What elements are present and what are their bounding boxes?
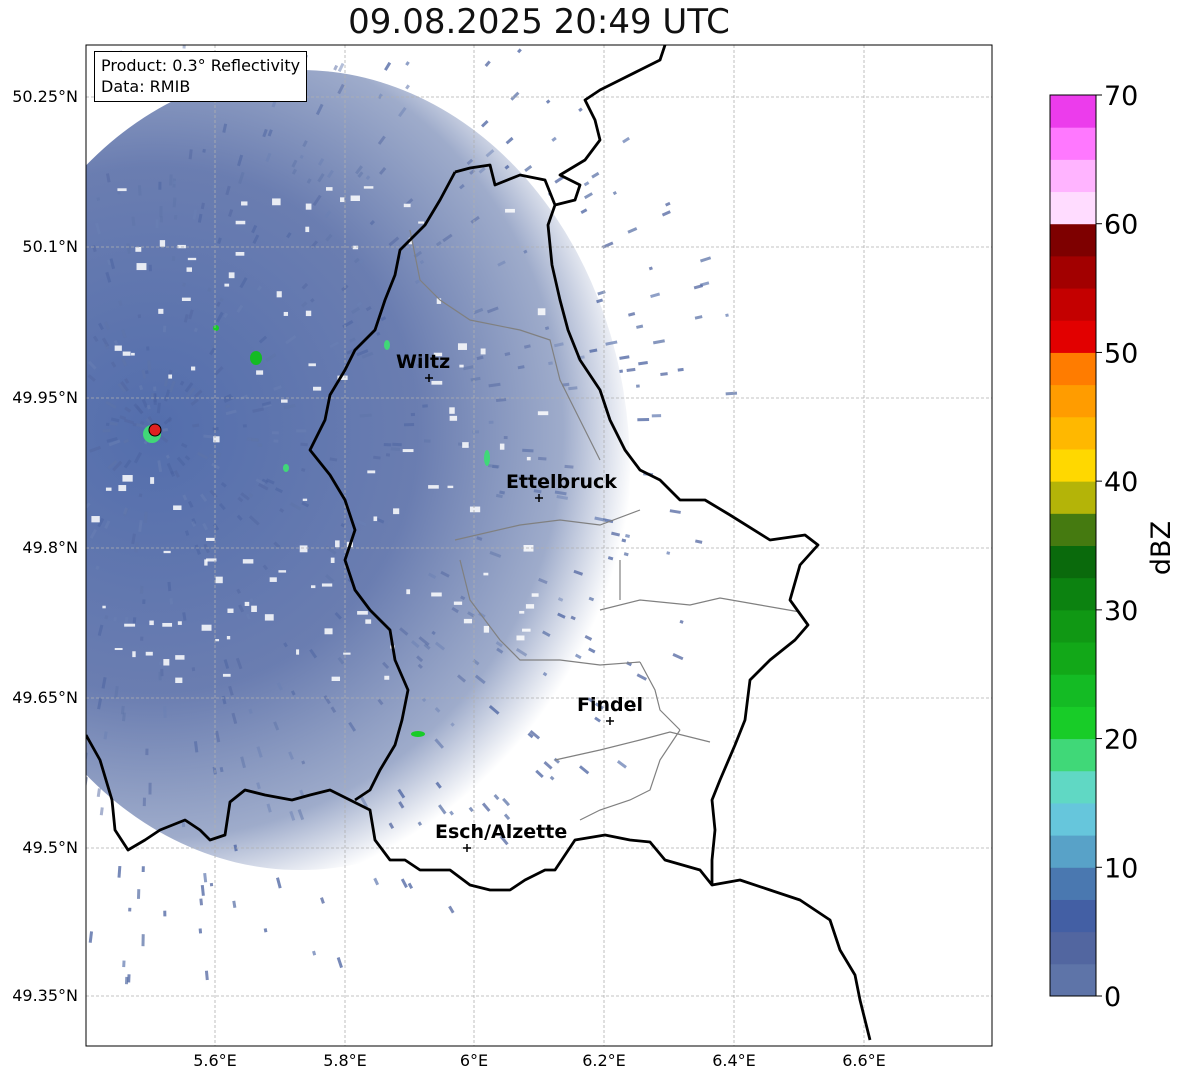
border-belgium-west — [308, 171, 457, 802]
lat-tick: 49.95°N — [12, 388, 78, 407]
lon-tick: 5.8°E — [323, 1051, 367, 1070]
colorbar-swatch — [1050, 706, 1096, 740]
lat-tick: 49.5°N — [22, 838, 78, 857]
city-marker-esch-alzette: Esch/Alzette — [435, 821, 567, 852]
colorbar-swatch — [1050, 545, 1096, 579]
city-markers: Wiltz Ettelbruck Findel Esch/Alzette — [396, 351, 643, 852]
colorbar-swatch — [1050, 255, 1096, 289]
colorbar-swatches — [1050, 95, 1096, 997]
lat-tick: 49.65°N — [12, 688, 78, 707]
colorbar-swatch — [1050, 191, 1096, 225]
colorbar-tick-label: 70 — [1104, 81, 1138, 112]
colorbar-swatch — [1050, 416, 1096, 450]
product-info-box: Product: 0.3° Reflectivity Data: RMIB — [94, 51, 308, 102]
gridlines — [86, 45, 992, 1046]
colorbar-swatch — [1050, 577, 1096, 611]
radar-echo-field — [86, 45, 738, 985]
lon-tick: 6°E — [460, 1051, 488, 1070]
colorbar-swatch — [1050, 609, 1096, 643]
colorbar-swatch — [1050, 159, 1096, 193]
colorbar-swatch — [1050, 127, 1096, 160]
colorbar-tick-label: 10 — [1104, 853, 1138, 884]
colorbar-swatch — [1050, 481, 1096, 514]
colorbar-swatch — [1050, 802, 1096, 836]
colorbar-swatch — [1050, 448, 1096, 482]
city-label-ettelbruck: Ettelbruck — [506, 471, 617, 493]
radar-site-marker — [148, 423, 162, 437]
data-source-text: Data: RMIB — [101, 77, 191, 96]
colorbar-tick-label: 20 — [1104, 725, 1138, 756]
colorbar-swatch — [1050, 899, 1096, 933]
border-germany-north — [554, 45, 667, 207]
colorbar-tick-label: 60 — [1104, 210, 1138, 241]
colorbar-swatch — [1050, 95, 1096, 128]
colorbar-swatch — [1050, 513, 1096, 546]
lat-tick: 50.1°N — [22, 237, 78, 256]
colorbar-swatch — [1050, 674, 1096, 707]
colorbar-swatch — [1050, 867, 1096, 900]
lon-tick: 6.2°E — [582, 1051, 626, 1070]
city-marker-findel: Findel — [577, 694, 643, 725]
colorbar-tick-label: 40 — [1104, 467, 1138, 498]
lon-tick: 5.6°E — [193, 1051, 237, 1070]
border-france-germany — [711, 878, 872, 1041]
colorbar-swatch — [1050, 288, 1096, 321]
colorbar-frame — [1049, 94, 1097, 997]
colorbar-swatch — [1050, 738, 1096, 772]
colorbar-swatch — [1050, 642, 1096, 675]
colorbar: 0 10 20 30 40 50 60 70 dBZ — [1049, 81, 1177, 1013]
colorbar-label: dBZ — [1146, 521, 1177, 575]
lat-tick: 49.8°N — [22, 538, 78, 557]
map-title: 09.08.2025 20:49 UTC — [348, 2, 730, 42]
colorbar-tick-label: 30 — [1104, 596, 1138, 627]
national-borders — [86, 45, 872, 1041]
echo-speckles — [86, 45, 738, 985]
lat-tick: 50.25°N — [12, 87, 78, 106]
colorbar-swatch — [1050, 320, 1096, 353]
colorbar-swatch — [1050, 963, 1096, 997]
map-panel[interactable]: Wiltz Ettelbruck Findel Esch/Alzette — [0, 39, 992, 1046]
city-marker-ettelbruck: Ettelbruck — [506, 471, 617, 502]
lon-tick: 6.4°E — [712, 1051, 756, 1070]
colorbar-swatch — [1050, 931, 1096, 965]
colorbar-ticks: 0 10 20 30 40 50 60 70 — [1096, 81, 1138, 1013]
colorbar-swatch — [1050, 835, 1096, 868]
city-label-wiltz: Wiltz — [396, 351, 450, 373]
longitude-ticks: 5.6°E 5.8°E 6°E 6.2°E 6.4°E 6.6°E — [193, 1051, 886, 1070]
border-belgium-luxembourg — [86, 163, 820, 892]
canton-boundaries — [409, 229, 801, 821]
city-marker-wiltz: Wiltz — [396, 351, 450, 382]
colorbar-swatch — [1050, 384, 1096, 418]
lon-tick: 6.6°E — [842, 1051, 886, 1070]
lat-tick: 49.35°N — [12, 986, 78, 1005]
product-text: Product: 0.3° Reflectivity — [101, 56, 301, 75]
latitude-ticks: 50.25°N 50.1°N 49.95°N 49.8°N 49.65°N 49… — [12, 87, 78, 1005]
city-label-findel: Findel — [577, 694, 643, 716]
city-label-esch-alzette: Esch/Alzette — [435, 821, 567, 843]
colorbar-swatch — [1050, 770, 1096, 804]
map-frame — [85, 44, 993, 1047]
colorbar-swatch — [1050, 352, 1096, 386]
colorbar-tick-label: 0 — [1104, 982, 1121, 1013]
colorbar-swatch — [1050, 223, 1096, 257]
colorbar-tick-label: 50 — [1104, 338, 1138, 369]
